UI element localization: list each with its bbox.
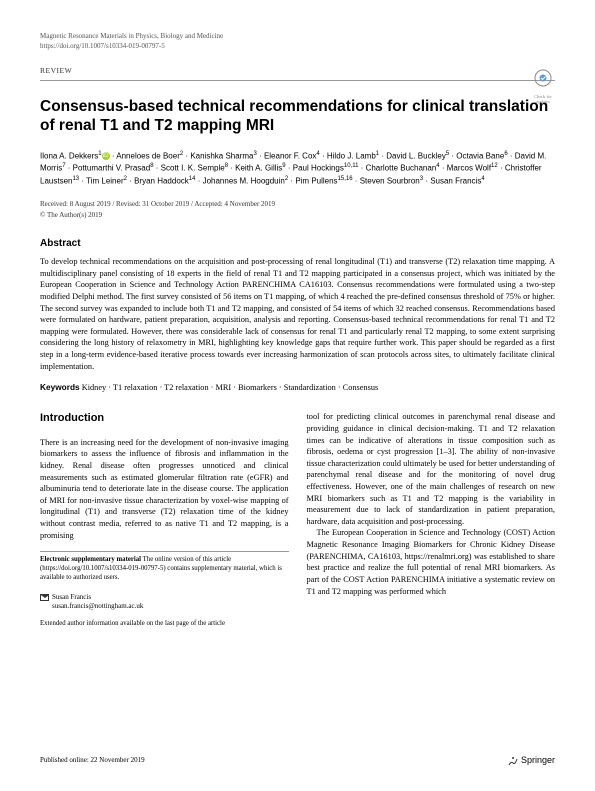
- author-list: Ilona A. Dekkers1iD · Anneloes de Boer2 …: [40, 150, 555, 188]
- intro-paragraph: The European Cooperation in Science and …: [307, 527, 556, 597]
- corr-name: Susan Francis: [52, 593, 91, 601]
- body-columns: Introduction There is an increasing need…: [40, 411, 555, 628]
- publisher-name: Springer: [521, 755, 555, 765]
- abstract-text: To develop technical recommendations on …: [40, 256, 555, 372]
- check-updates-label: Check for updates: [531, 95, 555, 104]
- corresponding-author: Susan Francis susan.francis@nottingham.a…: [40, 593, 289, 611]
- springer-icon: [507, 755, 519, 767]
- publisher-brand: Springer: [507, 754, 555, 767]
- left-column: Introduction There is an increasing need…: [40, 411, 289, 628]
- check-updates-icon: [531, 68, 555, 92]
- intro-paragraph: There is an increasing need for the deve…: [40, 437, 289, 541]
- article-dates: Received: 8 August 2019 / Revised: 31 Oc…: [40, 200, 555, 209]
- keywords-label: Keywords: [40, 382, 80, 392]
- keywords-line: Keywords Kidney · T1 relaxation · T2 rel…: [40, 382, 555, 393]
- page-footer: Published online: 22 November 2019 Sprin…: [40, 754, 555, 767]
- introduction-heading: Introduction: [40, 411, 289, 426]
- doi-link[interactable]: https://doi.org/10.1007/s10334-019-00797…: [40, 42, 555, 51]
- journal-name: Magnetic Resonance Materials in Physics,…: [40, 32, 555, 41]
- intro-paragraph: tool for predicting clinical outcomes in…: [307, 411, 556, 527]
- orcid-icon[interactable]: iD: [102, 152, 110, 160]
- supp-label: Electronic supplementary material: [40, 556, 141, 563]
- corr-email[interactable]: susan.francis@nottingham.ac.uk: [52, 602, 143, 610]
- abstract-heading: Abstract: [40, 237, 555, 251]
- keywords-values: Kidney · T1 relaxation · T2 relaxation ·…: [82, 383, 378, 392]
- extended-author-note: Extended author information available on…: [40, 619, 289, 629]
- copyright: © The Author(s) 2019: [40, 211, 555, 220]
- check-updates-badge[interactable]: Check for updates: [531, 68, 555, 92]
- article-type: REVIEW: [40, 66, 555, 76]
- divider: [40, 551, 289, 552]
- supplementary-material: Electronic supplementary material The on…: [40, 556, 289, 582]
- article-title: Consensus-based technical recommendation…: [40, 97, 555, 136]
- divider: [40, 80, 555, 81]
- right-column: tool for predicting clinical outcomes in…: [307, 411, 556, 628]
- published-online: Published online: 22 November 2019: [40, 756, 145, 765]
- mail-icon: [40, 594, 49, 601]
